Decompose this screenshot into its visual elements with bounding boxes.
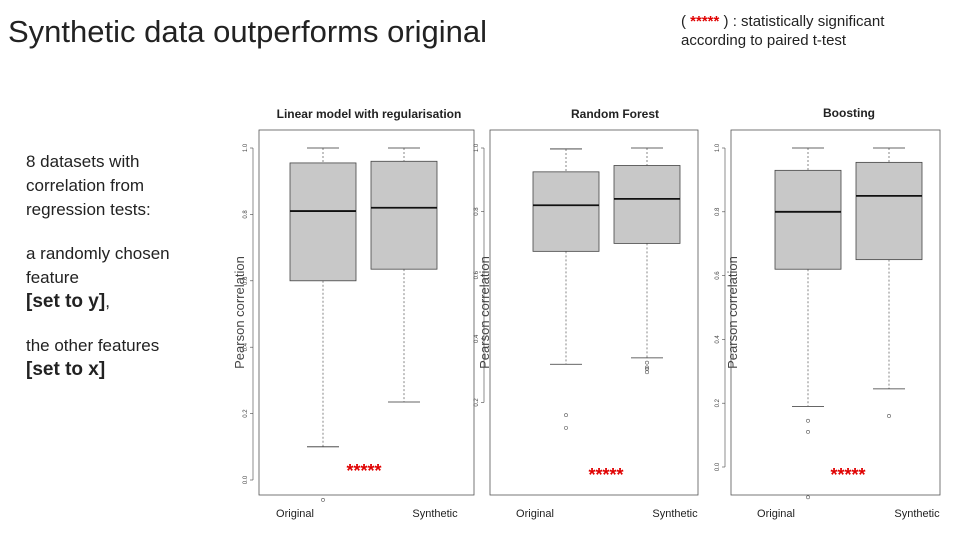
y-tick-label: 0.2 bbox=[474, 398, 480, 407]
note-stars: ***** bbox=[690, 13, 720, 30]
y-tick-label: 0.8 bbox=[243, 210, 249, 219]
box-synthetic bbox=[855, 147, 923, 418]
outlier-point bbox=[645, 360, 649, 365]
y-axis-label: Pearson correlation bbox=[725, 256, 740, 369]
x-tick-label-original: Original bbox=[757, 508, 795, 520]
side-text: 8 datasets with correlation from regress… bbox=[26, 150, 206, 402]
outlier-point bbox=[806, 495, 810, 500]
iqr-box bbox=[289, 162, 357, 282]
note-prefix: ( bbox=[681, 13, 691, 30]
side-paragraph-2: a randomly chosen feature [set to y], bbox=[26, 242, 206, 314]
box-synthetic bbox=[370, 147, 438, 403]
side-p2-text: a randomly chosen feature bbox=[26, 244, 170, 287]
y-tick-label: 0.6 bbox=[474, 270, 480, 279]
chart-title: Linear model with regularisation bbox=[277, 107, 462, 121]
side-p2-bold: [set to y] bbox=[26, 291, 106, 312]
box-synthetic bbox=[613, 147, 681, 375]
side-p3-text: the other features bbox=[26, 336, 160, 355]
iqr-box bbox=[370, 160, 438, 270]
chart-title: Boosting bbox=[823, 106, 875, 120]
x-tick-label-synthetic: Synthetic bbox=[652, 508, 698, 520]
y-tick-label: 0.2 bbox=[243, 409, 249, 418]
y-tick-label: 1.0 bbox=[474, 143, 480, 152]
y-tick-label: 0.6 bbox=[715, 271, 721, 280]
y-axis-label: Pearson correlation bbox=[232, 256, 247, 369]
outlier-point bbox=[564, 413, 568, 418]
plot-frame bbox=[489, 129, 699, 496]
box-original bbox=[289, 147, 357, 502]
y-axis-label: Pearson correlation bbox=[477, 256, 492, 369]
y-tick-label: 0.4 bbox=[243, 342, 249, 351]
significance-stars: ***** bbox=[830, 465, 865, 485]
y-tick-label: 1.0 bbox=[715, 143, 721, 152]
y-tick-label: 0.6 bbox=[243, 276, 249, 285]
significance-note-line2: according to paired t-test bbox=[681, 32, 847, 49]
side-p2-tail: , bbox=[105, 292, 110, 311]
x-tick-label-original: Original bbox=[276, 508, 314, 520]
outlier-point bbox=[564, 425, 568, 430]
significance-stars: ***** bbox=[346, 461, 381, 481]
outlier-point bbox=[806, 430, 810, 434]
significance-note: ( ***** ) : statistically significant ac… bbox=[681, 12, 884, 50]
y-tick-label: 0.0 bbox=[715, 462, 721, 471]
chart-title: Random Forest bbox=[571, 107, 659, 121]
box-original bbox=[532, 148, 600, 430]
note-suffix: ) : statistically significant bbox=[719, 13, 885, 30]
outlier-point bbox=[887, 414, 891, 418]
y-tick-label: 0.8 bbox=[474, 207, 480, 216]
outlier-point bbox=[806, 418, 810, 423]
y-tick-label: 0.8 bbox=[715, 207, 721, 216]
slide-title: Synthetic data outperforms original bbox=[8, 14, 488, 49]
iqr-box bbox=[613, 165, 681, 244]
plot-frame bbox=[730, 129, 941, 496]
x-tick-label-synthetic: Synthetic bbox=[412, 508, 458, 520]
y-tick-label: 1.0 bbox=[243, 143, 249, 152]
iqr-box bbox=[774, 169, 842, 270]
chart-panel-3: Boosting 0.0 0.2 0.4 0.6 0.8 1.0 Pearson correl… bbox=[715, 106, 941, 520]
iqr-box bbox=[855, 161, 923, 261]
chart-panel-1: Linear model with regularisation 0.0 0.2 0.… bbox=[232, 107, 475, 520]
outlier-point bbox=[645, 370, 649, 375]
y-tick-label: 0.0 bbox=[243, 475, 249, 484]
x-tick-label-synthetic: Synthetic bbox=[894, 508, 940, 520]
iqr-box bbox=[532, 171, 600, 252]
side-paragraph-3: the other features [set to x] bbox=[26, 334, 206, 382]
significance-note-line1: ( ***** ) : statistically significant bbox=[681, 12, 884, 31]
side-p3-bold: [set to x] bbox=[26, 359, 106, 380]
box-original bbox=[774, 147, 842, 500]
x-tick-label-original: Original bbox=[516, 508, 554, 520]
significance-stars: ***** bbox=[588, 465, 623, 485]
plot-frame bbox=[258, 129, 475, 496]
y-tick-label: 0.2 bbox=[715, 398, 721, 407]
y-tick-label: 0.4 bbox=[474, 334, 480, 343]
y-tick-label: 0.4 bbox=[715, 335, 721, 344]
side-paragraph-1: 8 datasets with correlation from regress… bbox=[26, 152, 151, 219]
outlier-point bbox=[321, 498, 325, 502]
chart-panel-2: Random Forest 0.2 0.4 0.6 0.8 1.0 Pearson corr… bbox=[474, 107, 699, 520]
outlier-point bbox=[645, 365, 649, 370]
